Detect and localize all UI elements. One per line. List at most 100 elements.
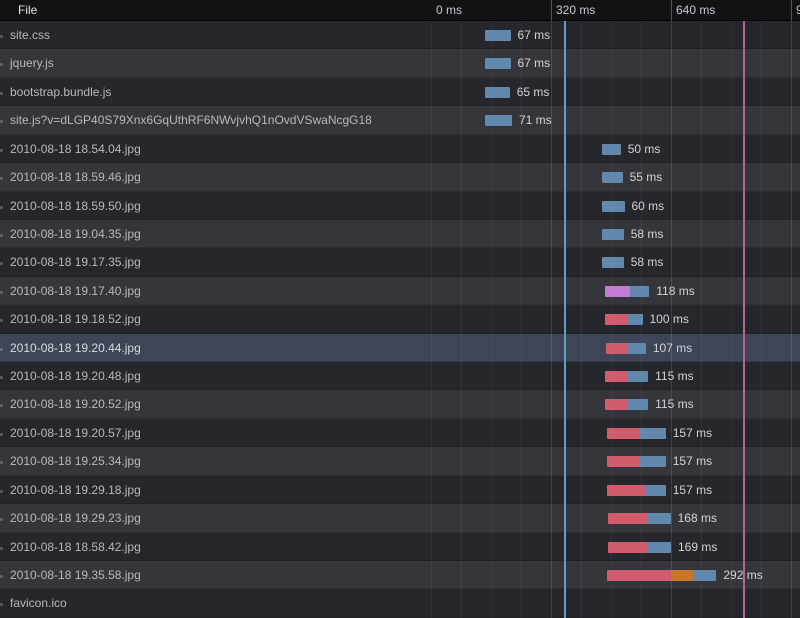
file-name: jquery.js bbox=[10, 49, 54, 77]
waterfall-bar[interactable] bbox=[605, 314, 643, 325]
waterfall-bar[interactable] bbox=[605, 399, 648, 410]
file-icon bbox=[0, 291, 3, 294]
file-icon bbox=[0, 177, 3, 180]
file-icon bbox=[0, 376, 3, 379]
request-row[interactable]: 2010-08-18 19.20.52.jpg 115 ms bbox=[0, 390, 800, 418]
waterfall-bar[interactable] bbox=[606, 343, 646, 354]
waterfall-bar[interactable] bbox=[607, 456, 666, 467]
file-icon bbox=[0, 603, 3, 606]
bar-segment-red bbox=[608, 513, 648, 524]
waterfall-bar[interactable] bbox=[602, 172, 623, 183]
request-row[interactable]: 2010-08-18 18.58.42.jpg 169 ms bbox=[0, 533, 800, 561]
bar-segment-blue bbox=[640, 428, 666, 439]
request-row[interactable]: bootstrap.bundle.js 65 ms bbox=[0, 78, 800, 106]
waterfall-bar[interactable] bbox=[608, 542, 671, 553]
duration-label: 169 ms bbox=[678, 533, 717, 561]
bar-segment-blue bbox=[602, 172, 623, 183]
duration-label: 71 ms bbox=[519, 106, 552, 134]
file-name: site.css bbox=[10, 21, 50, 49]
duration-label: 157 ms bbox=[673, 419, 712, 447]
bar-segment-red bbox=[607, 428, 640, 439]
timeline-tick-label: 320 ms bbox=[556, 0, 595, 20]
request-row[interactable]: 2010-08-18 18.59.46.jpg 55 ms bbox=[0, 163, 800, 191]
request-row[interactable]: 2010-08-18 18.59.50.jpg 60 ms bbox=[0, 192, 800, 220]
waterfall-bar[interactable] bbox=[602, 201, 625, 212]
bar-segment-blue bbox=[628, 371, 648, 382]
file-name: 2010-08-18 19.35.58.jpg bbox=[10, 561, 141, 589]
waterfall-bar[interactable] bbox=[608, 513, 671, 524]
file-icon bbox=[0, 518, 3, 521]
request-row-selected[interactable]: 2010-08-18 19.20.44.jpg 107 ms bbox=[0, 334, 800, 362]
duration-label: 58 ms bbox=[631, 248, 664, 276]
request-row[interactable]: 2010-08-18 19.20.48.jpg 115 ms bbox=[0, 362, 800, 390]
file-name: 2010-08-18 18.59.46.jpg bbox=[10, 163, 141, 191]
waterfall-bar[interactable] bbox=[485, 87, 509, 98]
waterfall-bar[interactable] bbox=[607, 428, 666, 439]
bar-segment-blue bbox=[648, 542, 671, 553]
bar-segment-blue bbox=[627, 343, 646, 354]
bar-segment-red bbox=[607, 485, 646, 496]
file-icon bbox=[0, 575, 3, 578]
file-name: 2010-08-18 19.18.52.jpg bbox=[10, 305, 141, 333]
bar-segment-blue bbox=[485, 115, 512, 126]
request-row[interactable]: 2010-08-18 19.20.57.jpg 157 ms bbox=[0, 419, 800, 447]
file-name: 2010-08-18 19.20.52.jpg bbox=[10, 390, 141, 418]
request-row[interactable]: 2010-08-18 19.29.23.jpg 168 ms bbox=[0, 504, 800, 532]
duration-label: 115 ms bbox=[655, 390, 693, 418]
waterfall-bar[interactable] bbox=[602, 257, 624, 268]
request-row[interactable]: 2010-08-18 19.29.18.jpg 157 ms bbox=[0, 476, 800, 504]
file-column-header[interactable]: File bbox=[18, 0, 37, 20]
request-row[interactable]: 2010-08-18 19.18.52.jpg 100 ms bbox=[0, 305, 800, 333]
request-list: site.css 67 ms jquery.js 67 ms bootstrap… bbox=[0, 21, 800, 618]
waterfall-bar[interactable] bbox=[485, 115, 512, 126]
waterfall-bar[interactable] bbox=[607, 485, 666, 496]
file-icon bbox=[0, 433, 3, 436]
bar-segment-red bbox=[607, 456, 640, 467]
bar-segment-blue bbox=[646, 485, 666, 496]
bar-segment-blue bbox=[693, 570, 716, 581]
duration-label: 65 ms bbox=[517, 78, 550, 106]
duration-label: 67 ms bbox=[518, 49, 551, 77]
waterfall-bar[interactable] bbox=[485, 30, 510, 41]
waterfall-header: File 0 ms320 ms640 ms9 bbox=[0, 0, 800, 21]
timeline-tick-mark bbox=[791, 0, 792, 21]
waterfall-bar[interactable] bbox=[607, 570, 717, 581]
duration-label: 60 ms bbox=[632, 192, 665, 220]
waterfall-bar[interactable] bbox=[602, 144, 621, 155]
file-icon bbox=[0, 262, 3, 265]
request-row[interactable]: favicon.ico bbox=[0, 589, 800, 617]
waterfall-bar[interactable] bbox=[602, 229, 624, 240]
request-row[interactable]: 2010-08-18 19.25.34.jpg 157 ms bbox=[0, 447, 800, 475]
request-row[interactable]: 2010-08-18 19.17.35.jpg 58 ms bbox=[0, 248, 800, 276]
file-name: bootstrap.bundle.js bbox=[10, 78, 111, 106]
request-row[interactable]: site.js?v=dLGP40S79Xnx6GqUthRF6NWvjvhQ1n… bbox=[0, 106, 800, 134]
file-icon bbox=[0, 206, 3, 209]
bar-segment-red bbox=[607, 570, 671, 581]
request-row[interactable]: 2010-08-18 19.17.40.jpg 118 ms bbox=[0, 277, 800, 305]
waterfall-bar[interactable] bbox=[485, 58, 510, 69]
waterfall-bar[interactable] bbox=[605, 371, 648, 382]
file-icon bbox=[0, 63, 3, 66]
waterfall-bar[interactable] bbox=[605, 286, 649, 297]
duration-label: 157 ms bbox=[673, 447, 712, 475]
request-row[interactable]: 2010-08-18 19.35.58.jpg 292 ms bbox=[0, 561, 800, 589]
request-row[interactable]: 2010-08-18 18.54.04.jpg 50 ms bbox=[0, 135, 800, 163]
timeline-tick-label: 0 ms bbox=[436, 0, 462, 20]
request-row[interactable]: site.css 67 ms bbox=[0, 21, 800, 49]
bar-segment-blue bbox=[648, 513, 671, 524]
file-name: 2010-08-18 19.20.44.jpg bbox=[10, 334, 141, 362]
duration-label: 168 ms bbox=[678, 504, 717, 532]
timeline-tick-label: 640 ms bbox=[676, 0, 715, 20]
timeline-tick-mark bbox=[671, 0, 672, 21]
request-row[interactable]: jquery.js 67 ms bbox=[0, 49, 800, 77]
file-name: 2010-08-18 18.58.42.jpg bbox=[10, 533, 141, 561]
request-row[interactable]: 2010-08-18 19.04.35.jpg 58 ms bbox=[0, 220, 800, 248]
file-name: site.js?v=dLGP40S79Xnx6GqUthRF6NWvjvhQ1n… bbox=[10, 106, 372, 134]
file-name: 2010-08-18 18.54.04.jpg bbox=[10, 135, 141, 163]
bar-segment-blue bbox=[602, 144, 621, 155]
file-icon bbox=[0, 490, 3, 493]
timeline-tick-mark bbox=[551, 0, 552, 21]
file-icon bbox=[0, 348, 3, 351]
bar-segment-blue bbox=[485, 30, 510, 41]
file-icon bbox=[0, 319, 3, 322]
